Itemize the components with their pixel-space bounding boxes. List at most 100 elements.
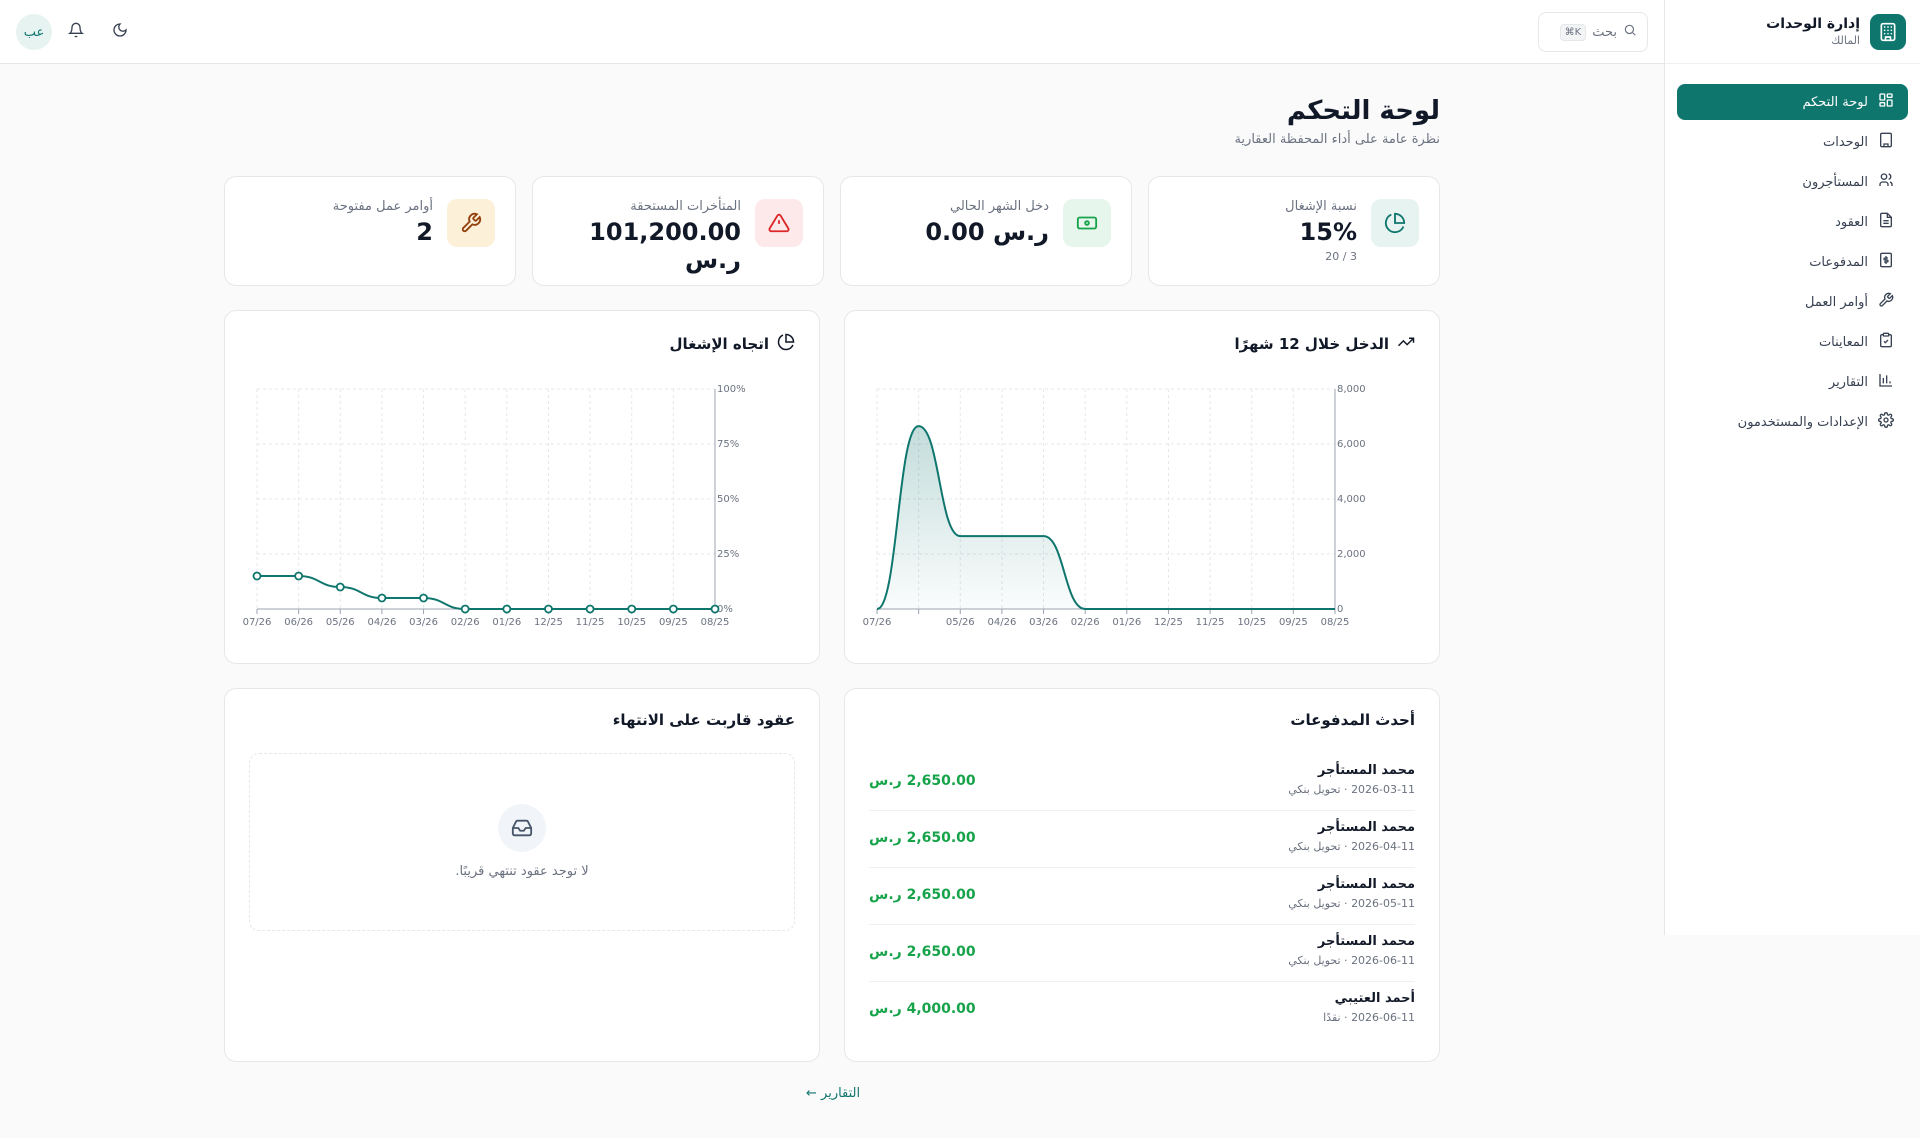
payment-row[interactable]: محمد المستأجر 2026-03-11 · تحويل بنكي 2,… xyxy=(869,755,1415,811)
stat-label: دخل الشهر الحالي xyxy=(950,199,1049,214)
sidebar-item-label: العقود xyxy=(1835,214,1868,230)
notifications-button[interactable] xyxy=(58,14,94,50)
data-point xyxy=(252,571,262,581)
sidebar-item-tenants[interactable]: المستأجرون xyxy=(1677,164,1908,200)
receipt-icon xyxy=(1878,252,1894,272)
payment-tenant: محمد المستأجر xyxy=(1317,820,1415,835)
payment-tenant: محمد المستأجر xyxy=(1317,763,1415,778)
y-tick-label: 100% xyxy=(717,384,746,395)
payment-tenant: محمد المستأجر xyxy=(1317,934,1415,949)
sidebar-item-dashboard[interactable]: لوحة التحكم xyxy=(1677,84,1908,120)
reports-link[interactable]: التقارير ← xyxy=(806,1086,861,1101)
x-tick-label: 11/25 xyxy=(576,617,605,628)
expiring-contracts-title: عقود قاربت على الانتهاء xyxy=(612,711,795,729)
data-point xyxy=(627,604,637,614)
y-tick-label: 0 xyxy=(1337,604,1343,615)
stat-value: 2 xyxy=(416,218,433,246)
theme-toggle-button[interactable] xyxy=(102,14,138,50)
x-tick-label: 12/25 xyxy=(1154,617,1183,628)
data-point xyxy=(377,593,387,603)
sidebar-nav: لوحة التحكم الوحدات المستأجرون العقود ال… xyxy=(1665,64,1920,460)
sidebar-item-label: المدفوعات xyxy=(1809,254,1868,270)
sidebar-item-payments[interactable]: المدفوعات xyxy=(1677,244,1908,280)
x-tick-label: 06/26 xyxy=(284,617,313,628)
y-tick-label: 0% xyxy=(717,604,733,615)
page-title: لوحة التحكم xyxy=(1286,96,1440,126)
page-subtitle: نظرة عامة على أداء المحفظة العقارية xyxy=(1234,132,1440,147)
x-tick-label: 04/26 xyxy=(987,617,1016,628)
data-point xyxy=(585,604,595,614)
sidebar-item-settings[interactable]: الإعدادات والمستخدمون xyxy=(1677,404,1908,440)
sidebar-item-label: أوامر العمل xyxy=(1805,294,1868,310)
building-icon xyxy=(1878,132,1894,152)
topbar: بحث K⌘ عب xyxy=(0,0,1664,64)
income-chart-card: الدخل خلال 12 شهرًا 0 2,000 4,000 6,000 8,00… xyxy=(844,310,1440,664)
sidebar-item-label: لوحة التحكم xyxy=(1802,94,1868,110)
y-tick-label: 4,000 xyxy=(1337,494,1366,505)
pie-chart-icon xyxy=(777,333,795,355)
sidebar-item-work-orders[interactable]: أوامر العمل xyxy=(1677,284,1908,320)
sidebar-item-reports[interactable]: التقارير xyxy=(1677,364,1908,400)
expiring-contracts-card: عقود قاربت على الانتهاء لا توجد عقود تنت… xyxy=(224,688,820,1062)
empty-state-text: لا توجد عقود تنتهي قريبًا. xyxy=(455,864,589,879)
alert-triangle-icon xyxy=(755,199,803,247)
stat-value: 0.00 ر.س xyxy=(925,218,1049,246)
bar-chart-icon xyxy=(1878,372,1894,392)
x-tick-label: 09/25 xyxy=(1279,617,1308,628)
payment-amount: 2,650.00 ر.س xyxy=(869,887,976,903)
sidebar-item-contracts[interactable]: العقود xyxy=(1677,204,1908,240)
occupancy-series-line xyxy=(256,575,715,610)
payment-row[interactable]: محمد المستأجر 2026-06-11 · تحويل بنكي 2,… xyxy=(869,926,1415,982)
x-tick-label: 02/26 xyxy=(1071,617,1100,628)
occupancy-stat-card: نسبة الإشغال 15% 3 / 20 xyxy=(1148,176,1440,286)
sidebar-item-label: المعاينات xyxy=(1818,334,1868,350)
income-area-chart: 0 2,000 4,000 6,000 8,000 07/26 05/26 04/26 03/2… xyxy=(863,384,1366,628)
wrench-icon xyxy=(447,199,495,247)
income-area-fill xyxy=(877,426,1335,609)
payment-row[interactable]: محمد المستأجر 2026-05-11 · تحويل بنكي 2,… xyxy=(869,869,1415,925)
pie-chart-icon xyxy=(1371,199,1419,247)
payment-tenant: أحمد العتيبي xyxy=(1334,991,1415,1006)
x-tick-label: 07/26 xyxy=(863,617,892,628)
panel-title-text: الدخل خلال 12 شهرًا xyxy=(1234,335,1389,353)
x-tick-label: 11/25 xyxy=(1196,617,1225,628)
data-point xyxy=(544,604,553,614)
avatar[interactable]: عب xyxy=(16,14,52,50)
payment-amount: 4,000.00 ر.س xyxy=(869,1001,976,1017)
sidebar-item-label: المستأجرون xyxy=(1802,174,1868,190)
sidebar-item-inspections[interactable]: المعاينات xyxy=(1677,324,1908,360)
y-tick-label: 8,000 xyxy=(1337,384,1366,395)
file-icon xyxy=(1878,212,1894,232)
dashboard-icon xyxy=(1878,92,1894,112)
data-point xyxy=(294,571,304,581)
payment-meta: 2026-06-11 · تحويل بنكي xyxy=(1288,954,1415,967)
search-input[interactable]: بحث K⌘ xyxy=(1538,12,1648,52)
empty-state: لا توجد عقود تنتهي قريبًا. xyxy=(249,753,795,931)
y-tick-label: 2,000 xyxy=(1337,549,1366,560)
recent-payments-card: أحدث المدفوعات محمد المستأجر 2026-03-11 … xyxy=(844,688,1440,1062)
x-tick-label: 01/26 xyxy=(1112,617,1141,628)
payment-amount: 2,650.00 ر.س xyxy=(869,830,976,846)
sidebar-item-units[interactable]: الوحدات xyxy=(1677,124,1908,160)
x-tick-label: 05/26 xyxy=(326,617,355,628)
stat-value: 101,200.00 ر.س xyxy=(589,218,741,274)
data-point xyxy=(460,604,470,614)
x-tick-label: 02/26 xyxy=(451,617,480,628)
wrench-icon xyxy=(1878,292,1894,312)
data-point xyxy=(668,604,678,614)
brand-title: إدارة الوحدات xyxy=(1766,16,1860,32)
x-tick-label: 10/25 xyxy=(617,617,646,628)
payment-amount: 2,650.00 ر.س xyxy=(869,944,976,960)
brand: إدارة الوحدات المالك xyxy=(1665,0,1920,64)
payment-meta: 2026-06-11 · نقدًا xyxy=(1323,1011,1415,1024)
gear-icon xyxy=(1878,412,1894,432)
sidebar: إدارة الوحدات المالك لوحة التحكم الوحدات… xyxy=(1664,0,1920,935)
payment-row[interactable]: أحمد العتيبي 2026-06-11 · نقدًا 4,000.00… xyxy=(869,983,1415,1039)
stat-sub: 3 / 20 xyxy=(1325,250,1357,263)
trending-up-icon xyxy=(1397,333,1415,355)
brand-subtitle: المالك xyxy=(1831,34,1860,47)
payment-row[interactable]: محمد المستأجر 2026-04-11 · تحويل بنكي 2,… xyxy=(869,812,1415,868)
payment-meta: 2026-03-11 · تحويل بنكي xyxy=(1288,783,1415,796)
banknote-icon xyxy=(1063,199,1111,247)
recent-payments-title: أحدث المدفوعات xyxy=(1290,711,1415,729)
